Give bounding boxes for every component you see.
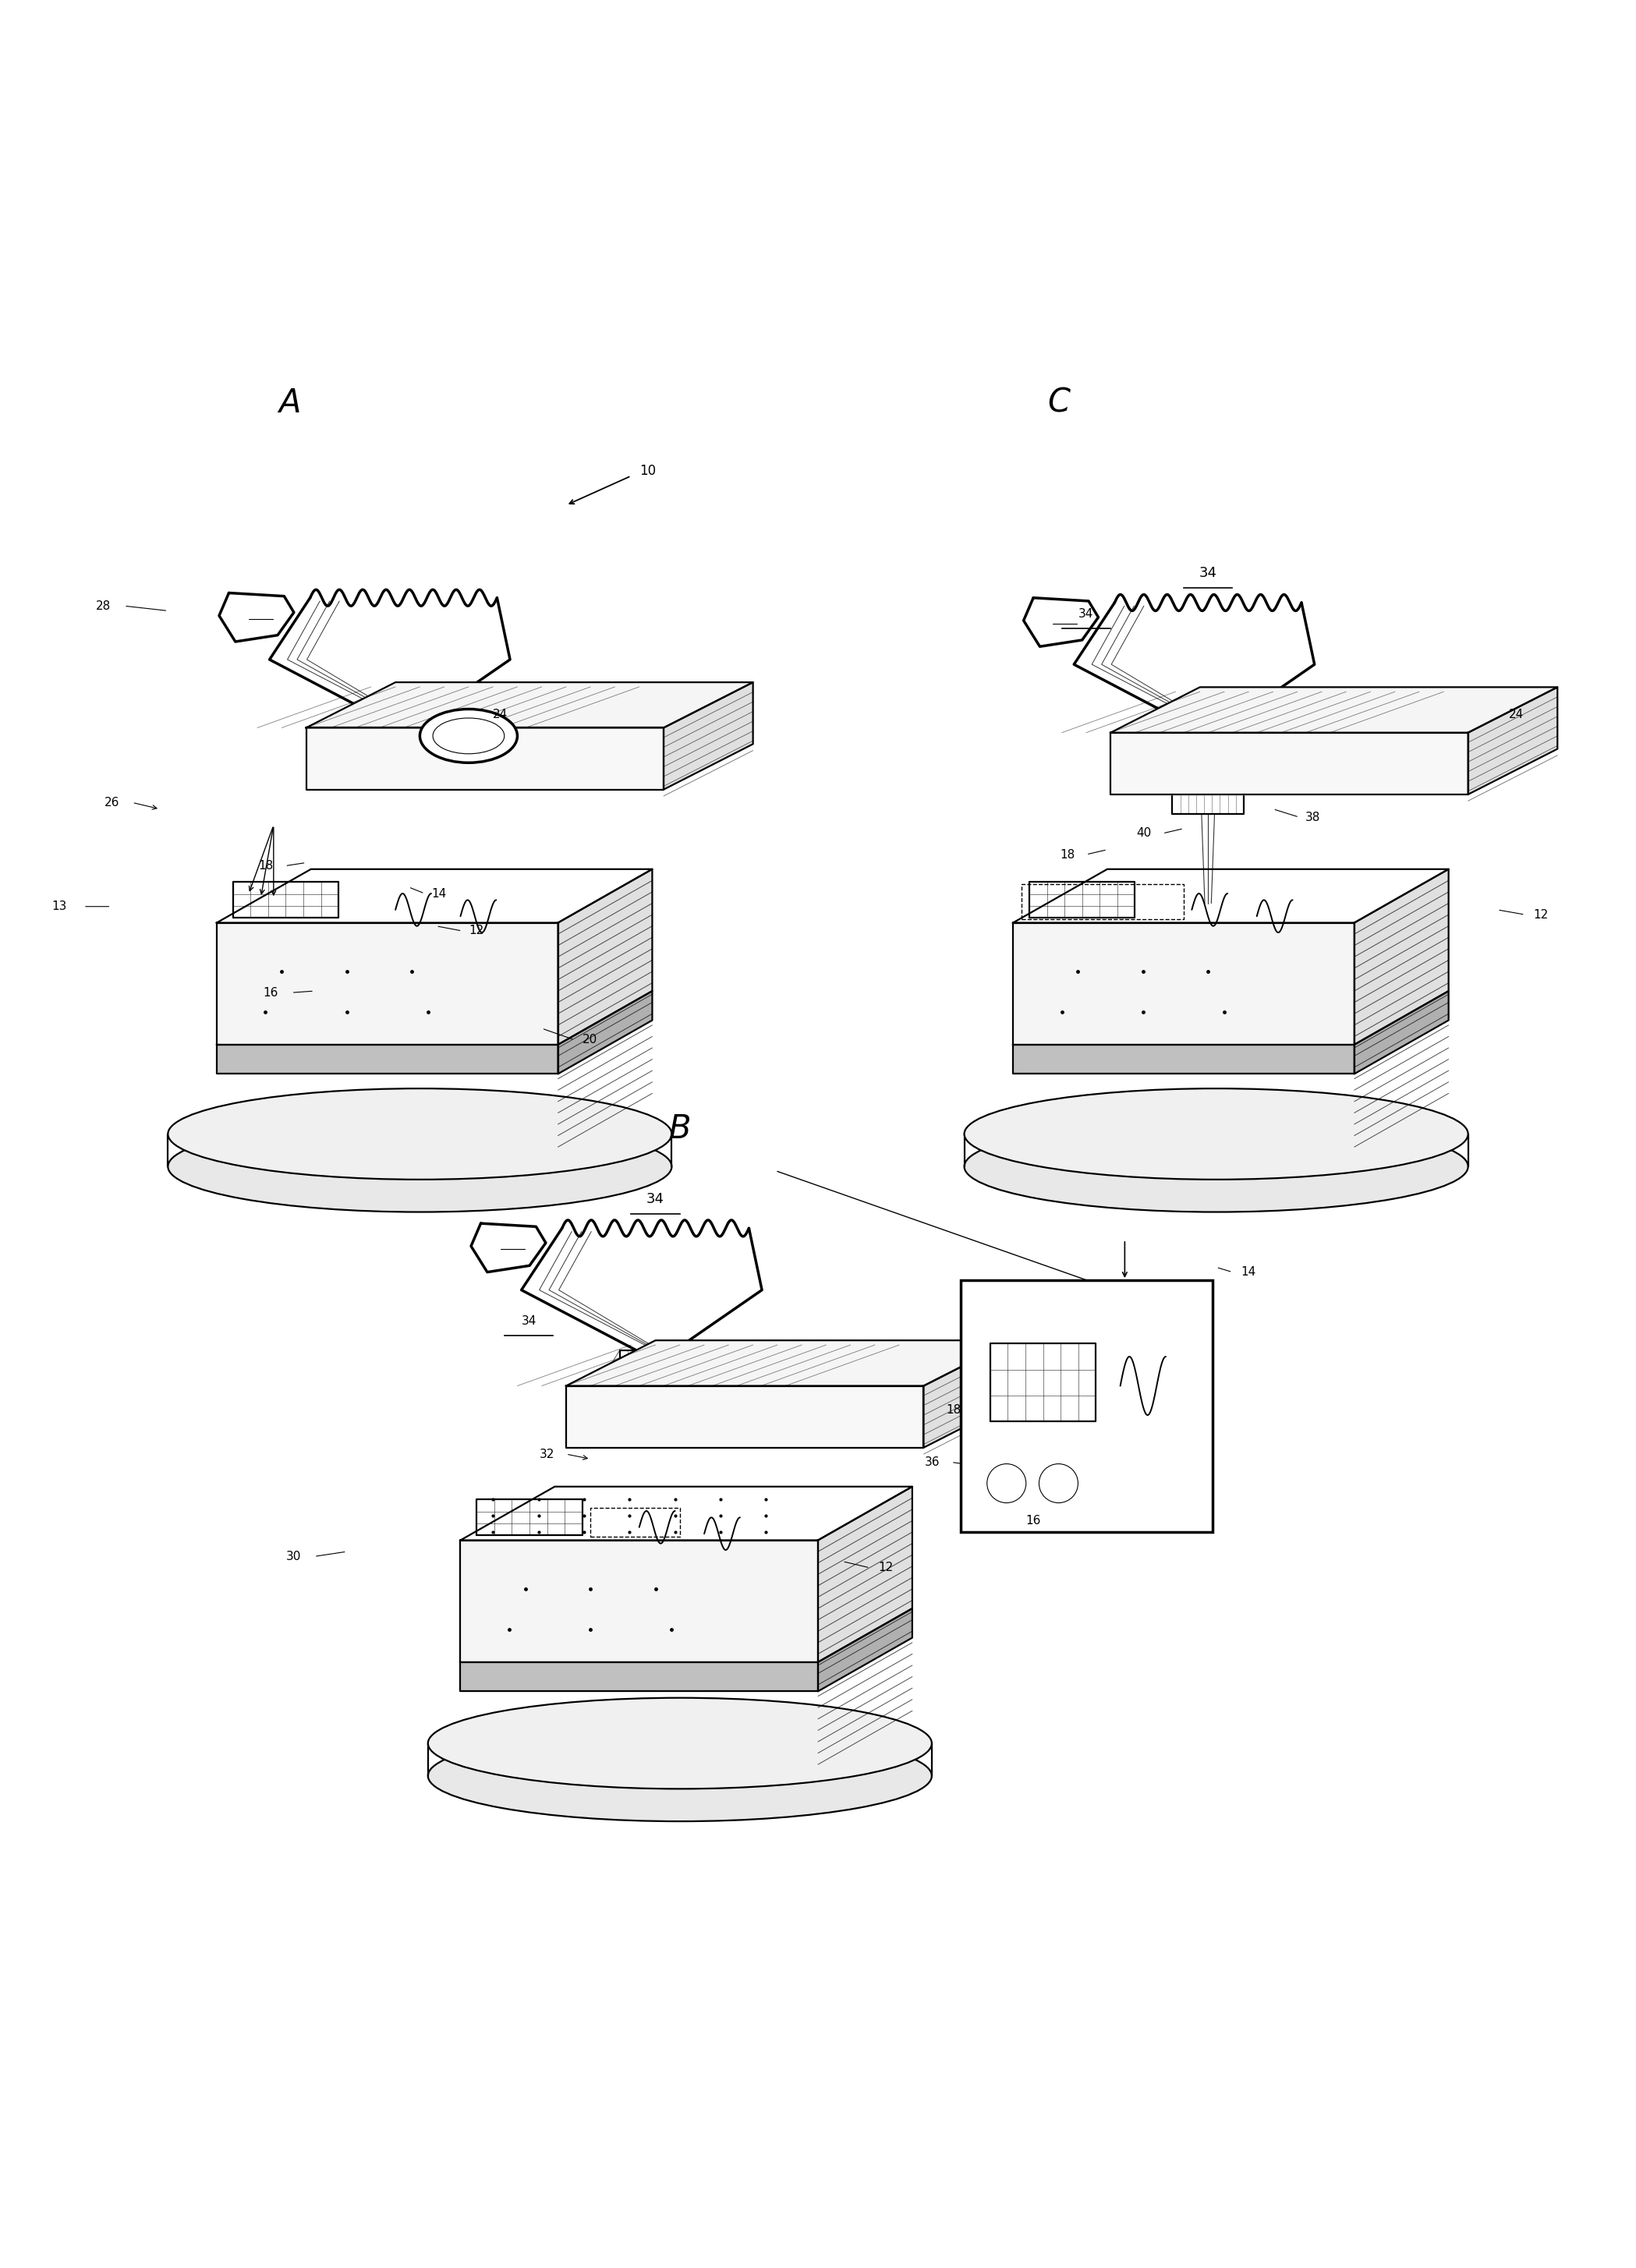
Polygon shape xyxy=(818,1486,913,1662)
Text: 34: 34 xyxy=(1199,567,1217,581)
Polygon shape xyxy=(664,683,753,789)
Ellipse shape xyxy=(420,710,517,762)
Polygon shape xyxy=(1073,603,1314,723)
Text: 14: 14 xyxy=(1240,1266,1255,1277)
Text: 10: 10 xyxy=(640,465,656,479)
Polygon shape xyxy=(216,1046,558,1073)
Text: 30: 30 xyxy=(286,1551,301,1563)
Polygon shape xyxy=(1111,733,1467,794)
Text: 16: 16 xyxy=(1026,1515,1040,1526)
Ellipse shape xyxy=(429,1730,933,1821)
Polygon shape xyxy=(460,1540,818,1662)
Polygon shape xyxy=(1111,687,1557,733)
Polygon shape xyxy=(566,1340,1013,1386)
Text: 34: 34 xyxy=(1078,608,1094,619)
Polygon shape xyxy=(216,869,653,923)
Text: 34: 34 xyxy=(522,1315,537,1327)
Polygon shape xyxy=(1013,923,1355,1046)
Text: 16: 16 xyxy=(263,987,278,998)
Text: 32: 32 xyxy=(540,1449,555,1461)
Polygon shape xyxy=(460,1662,818,1692)
Polygon shape xyxy=(460,1486,913,1540)
Polygon shape xyxy=(1467,687,1557,794)
Text: C: C xyxy=(1047,386,1070,420)
Text: 12: 12 xyxy=(879,1563,893,1574)
Polygon shape xyxy=(522,1229,762,1349)
Text: 24: 24 xyxy=(492,710,507,721)
Text: 12: 12 xyxy=(468,925,484,937)
Text: 20: 20 xyxy=(582,1034,597,1046)
Text: 18: 18 xyxy=(1060,848,1075,860)
Polygon shape xyxy=(924,1340,1013,1447)
Polygon shape xyxy=(306,683,753,728)
Text: 14: 14 xyxy=(432,887,447,900)
Polygon shape xyxy=(270,599,510,719)
Text: 38: 38 xyxy=(1306,812,1320,823)
Ellipse shape xyxy=(964,1089,1467,1179)
Polygon shape xyxy=(818,1608,913,1692)
Polygon shape xyxy=(558,991,653,1073)
Text: 13: 13 xyxy=(52,900,67,912)
Text: B: B xyxy=(669,1114,690,1145)
Bar xyxy=(591,1508,681,1538)
Polygon shape xyxy=(1355,869,1448,1046)
Ellipse shape xyxy=(169,1120,672,1211)
Text: A: A xyxy=(278,386,301,420)
Ellipse shape xyxy=(429,1699,933,1789)
Text: 24: 24 xyxy=(1508,710,1523,721)
Polygon shape xyxy=(1013,869,1448,923)
Polygon shape xyxy=(1013,1046,1355,1073)
Text: 18: 18 xyxy=(258,860,273,871)
Ellipse shape xyxy=(169,1089,672,1179)
Polygon shape xyxy=(566,1386,924,1447)
Polygon shape xyxy=(306,728,664,789)
Text: 12: 12 xyxy=(1533,909,1548,921)
Text: 34: 34 xyxy=(646,1193,664,1207)
Text: 40: 40 xyxy=(1135,828,1152,839)
Polygon shape xyxy=(216,923,558,1046)
Text: 28: 28 xyxy=(97,601,111,612)
Polygon shape xyxy=(1355,991,1448,1073)
Text: 18: 18 xyxy=(946,1404,960,1415)
Text: 26: 26 xyxy=(105,796,119,807)
Ellipse shape xyxy=(964,1120,1467,1211)
Bar xyxy=(960,1279,1212,1533)
Polygon shape xyxy=(558,869,653,1046)
Bar xyxy=(1021,885,1184,919)
Text: 36: 36 xyxy=(924,1456,941,1467)
